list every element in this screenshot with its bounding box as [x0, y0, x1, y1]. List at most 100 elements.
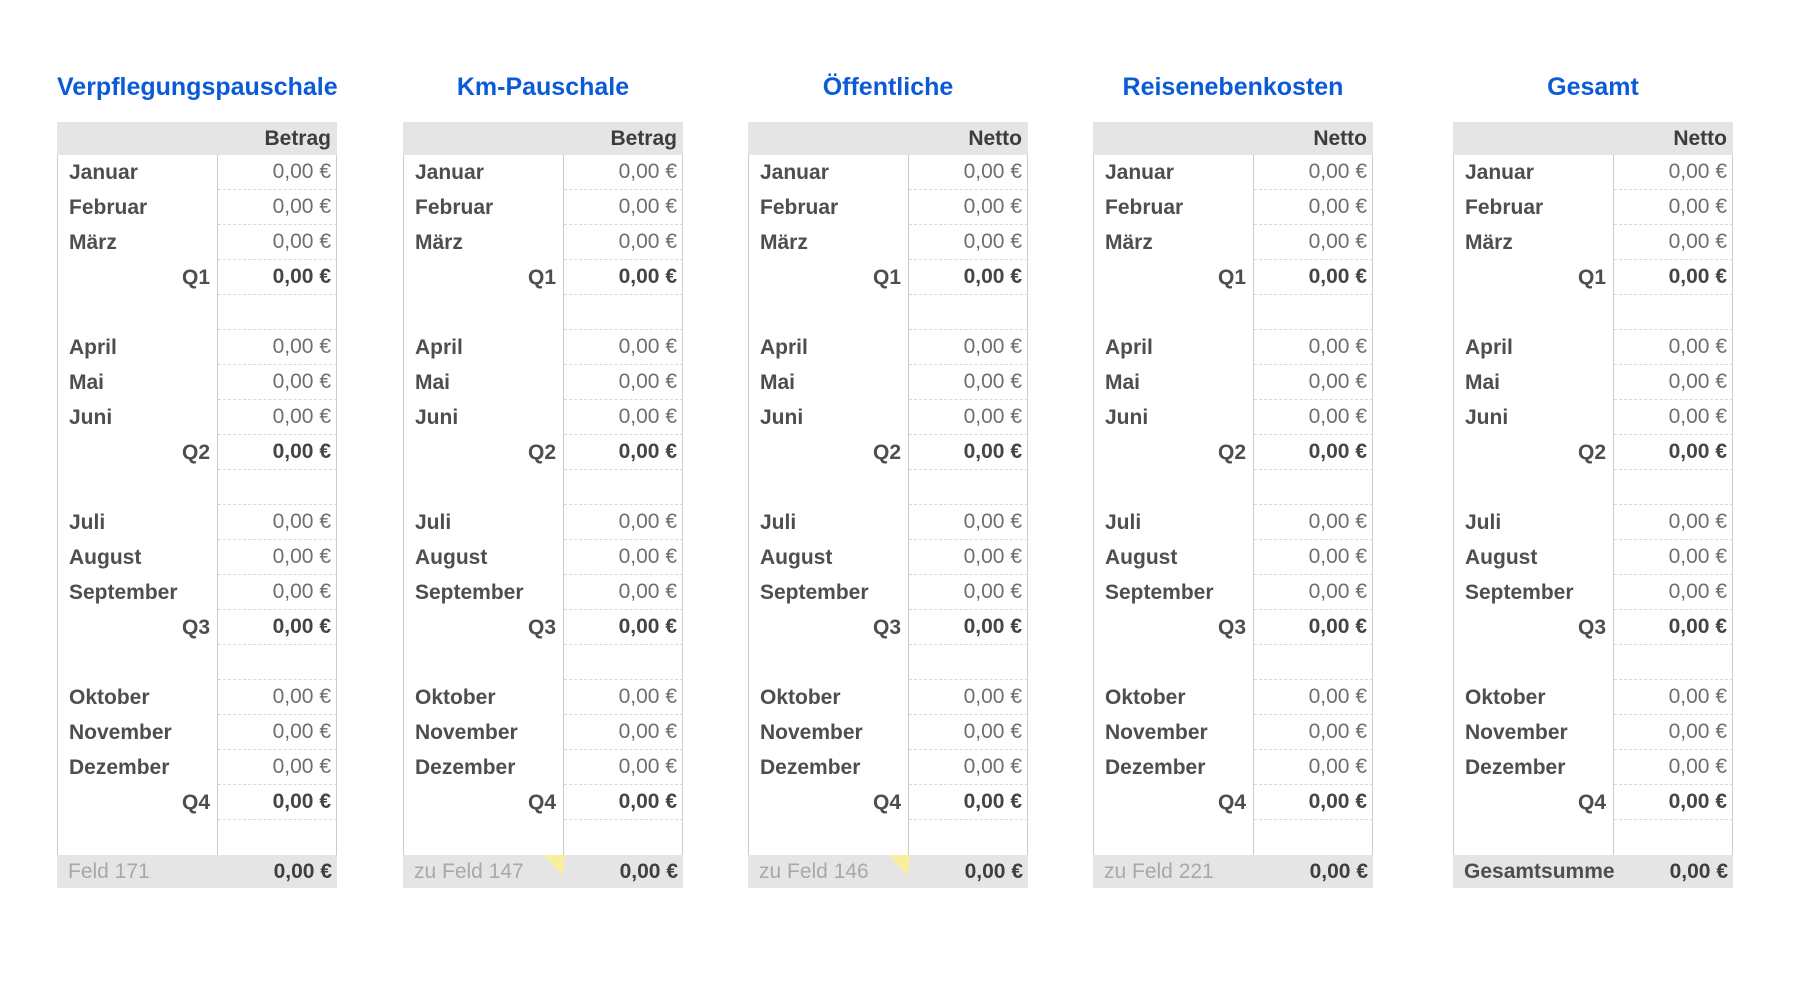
- month-value-cell[interactable]: 0,00 €: [909, 225, 1028, 260]
- month-value-cell[interactable]: 0,00 €: [1254, 225, 1373, 260]
- quarter-value-cell[interactable]: 0,00 €: [909, 260, 1028, 295]
- month-value-cell[interactable]: 0,00 €: [1614, 715, 1733, 750]
- empty-label-cell[interactable]: [749, 295, 909, 330]
- month-label-cell[interactable]: April: [749, 330, 909, 365]
- month-label-cell[interactable]: März: [404, 225, 564, 260]
- empty-label-cell[interactable]: [749, 820, 909, 855]
- empty-value-cell[interactable]: [218, 645, 337, 680]
- month-value-cell[interactable]: 0,00 €: [564, 505, 683, 540]
- month-value-cell[interactable]: 0,00 €: [218, 715, 337, 750]
- empty-value-cell[interactable]: [1254, 295, 1373, 330]
- month-label-cell[interactable]: Januar: [1094, 155, 1254, 190]
- empty-label-cell[interactable]: [1454, 295, 1614, 330]
- empty-value-cell[interactable]: [909, 820, 1028, 855]
- empty-label-cell[interactable]: [1454, 820, 1614, 855]
- table-title[interactable]: Km-Pauschale: [456, 73, 630, 101]
- month-label-cell[interactable]: Dezember: [1094, 750, 1254, 785]
- month-label-cell[interactable]: März: [1454, 225, 1614, 260]
- footer-label-cell[interactable]: zu Feld 146: [759, 860, 869, 883]
- month-label-cell[interactable]: September: [58, 575, 218, 610]
- month-value-cell[interactable]: 0,00 €: [909, 155, 1028, 190]
- month-value-cell[interactable]: 0,00 €: [564, 400, 683, 435]
- quarter-value-cell[interactable]: 0,00 €: [1254, 785, 1373, 820]
- quarter-label-cell[interactable]: Q4: [404, 785, 564, 820]
- quarter-label-cell[interactable]: Q2: [404, 435, 564, 470]
- quarter-value-cell[interactable]: 0,00 €: [1254, 610, 1373, 645]
- month-label-cell[interactable]: Mai: [404, 365, 564, 400]
- quarter-label-cell[interactable]: Q1: [58, 260, 218, 295]
- quarter-label-cell[interactable]: Q4: [58, 785, 218, 820]
- empty-value-cell[interactable]: [218, 470, 337, 505]
- month-value-cell[interactable]: 0,00 €: [909, 330, 1028, 365]
- month-value-cell[interactable]: 0,00 €: [564, 680, 683, 715]
- month-value-cell[interactable]: 0,00 €: [909, 190, 1028, 225]
- quarter-value-cell[interactable]: 0,00 €: [1614, 435, 1733, 470]
- quarter-label-cell[interactable]: Q4: [1454, 785, 1614, 820]
- quarter-label-cell[interactable]: Q3: [404, 610, 564, 645]
- month-value-cell[interactable]: 0,00 €: [564, 750, 683, 785]
- month-value-cell[interactable]: 0,00 €: [909, 505, 1028, 540]
- month-label-cell[interactable]: Oktober: [749, 680, 909, 715]
- month-value-cell[interactable]: 0,00 €: [909, 750, 1028, 785]
- month-value-cell[interactable]: 0,00 €: [1254, 715, 1373, 750]
- month-value-cell[interactable]: 0,00 €: [1254, 750, 1373, 785]
- quarter-label-cell[interactable]: Q3: [749, 610, 909, 645]
- month-value-cell[interactable]: 0,00 €: [909, 540, 1028, 575]
- empty-value-cell[interactable]: [218, 295, 337, 330]
- month-value-cell[interactable]: 0,00 €: [218, 190, 337, 225]
- month-label-cell[interactable]: Februar: [58, 190, 218, 225]
- month-label-cell[interactable]: März: [58, 225, 218, 260]
- month-label-cell[interactable]: September: [404, 575, 564, 610]
- month-value-cell[interactable]: 0,00 €: [1614, 155, 1733, 190]
- empty-label-cell[interactable]: [749, 645, 909, 680]
- month-value-cell[interactable]: 0,00 €: [1254, 155, 1373, 190]
- footer-label-cell[interactable]: zu Feld 221: [1104, 860, 1214, 883]
- empty-label-cell[interactable]: [1094, 645, 1254, 680]
- month-label-cell[interactable]: Juli: [404, 505, 564, 540]
- empty-label-cell[interactable]: [1094, 295, 1254, 330]
- month-label-cell[interactable]: November: [58, 715, 218, 750]
- empty-label-cell[interactable]: [404, 820, 564, 855]
- month-label-cell[interactable]: März: [749, 225, 909, 260]
- month-value-cell[interactable]: 0,00 €: [1614, 540, 1733, 575]
- footer-total-cell[interactable]: 0,00 €: [964, 860, 1023, 883]
- month-value-cell[interactable]: 0,00 €: [218, 540, 337, 575]
- table-title[interactable]: Verpflegungspauschale: [57, 73, 338, 101]
- month-label-cell[interactable]: Juli: [58, 505, 218, 540]
- empty-value-cell[interactable]: [909, 295, 1028, 330]
- quarter-value-cell[interactable]: 0,00 €: [909, 785, 1028, 820]
- empty-label-cell[interactable]: [58, 470, 218, 505]
- month-label-cell[interactable]: April: [404, 330, 564, 365]
- month-label-cell[interactable]: Juni: [404, 400, 564, 435]
- quarter-label-cell[interactable]: Q2: [749, 435, 909, 470]
- month-label-cell[interactable]: Juni: [1454, 400, 1614, 435]
- quarter-value-cell[interactable]: 0,00 €: [218, 435, 337, 470]
- month-value-cell[interactable]: 0,00 €: [218, 365, 337, 400]
- month-value-cell[interactable]: 0,00 €: [909, 400, 1028, 435]
- empty-label-cell[interactable]: [749, 470, 909, 505]
- quarter-value-cell[interactable]: 0,00 €: [1614, 785, 1733, 820]
- month-value-cell[interactable]: 0,00 €: [1614, 225, 1733, 260]
- month-label-cell[interactable]: Juli: [749, 505, 909, 540]
- quarter-label-cell[interactable]: Q3: [1454, 610, 1614, 645]
- value-column-header[interactable]: Betrag: [610, 126, 677, 150]
- value-column-header[interactable]: Netto: [1313, 126, 1367, 150]
- month-label-cell[interactable]: September: [1454, 575, 1614, 610]
- quarter-value-cell[interactable]: 0,00 €: [909, 610, 1028, 645]
- month-value-cell[interactable]: 0,00 €: [1614, 365, 1733, 400]
- month-value-cell[interactable]: 0,00 €: [218, 400, 337, 435]
- month-value-cell[interactable]: 0,00 €: [909, 715, 1028, 750]
- month-value-cell[interactable]: 0,00 €: [1614, 575, 1733, 610]
- month-label-cell[interactable]: Mai: [1454, 365, 1614, 400]
- month-value-cell[interactable]: 0,00 €: [564, 575, 683, 610]
- month-label-cell[interactable]: Januar: [1454, 155, 1614, 190]
- quarter-value-cell[interactable]: 0,00 €: [1614, 260, 1733, 295]
- month-label-cell[interactable]: Dezember: [404, 750, 564, 785]
- quarter-value-cell[interactable]: 0,00 €: [1614, 610, 1733, 645]
- quarter-value-cell[interactable]: 0,00 €: [564, 435, 683, 470]
- quarter-label-cell[interactable]: Q2: [1094, 435, 1254, 470]
- month-label-cell[interactable]: August: [58, 540, 218, 575]
- month-value-cell[interactable]: 0,00 €: [218, 225, 337, 260]
- month-label-cell[interactable]: März: [1094, 225, 1254, 260]
- quarter-value-cell[interactable]: 0,00 €: [564, 260, 683, 295]
